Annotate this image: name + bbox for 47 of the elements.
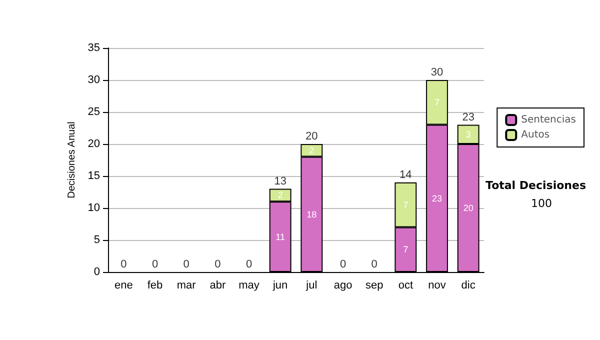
data-label: 18	[306, 209, 317, 220]
total-label: 23	[462, 111, 474, 124]
x-tick-label: oct	[398, 280, 414, 292]
data-label: 20	[463, 203, 474, 213]
x-tick-label: abr	[210, 280, 226, 292]
x-tick-label: feb	[147, 280, 163, 292]
x-tick-label: sep	[365, 280, 384, 292]
y-tick-label: 15	[88, 170, 100, 182]
data-label: 7	[434, 97, 440, 108]
y-axis-title: Decisiones Anual	[66, 122, 78, 198]
y-tick-label: 5	[94, 234, 100, 246]
y-tick-label: 20	[88, 138, 100, 150]
y-tick-label: 25	[88, 106, 100, 118]
total-label: 14	[400, 168, 412, 181]
x-tick-label: ene	[114, 280, 133, 292]
total-label: 0	[246, 258, 252, 270]
x-tick-label: ago	[334, 280, 352, 292]
data-label: 2	[278, 190, 283, 200]
x-tick-label: jul	[305, 280, 318, 292]
total-label: 30	[430, 66, 444, 78]
x-tick-label: mar	[176, 280, 196, 292]
x-tick-label: nov	[428, 280, 446, 292]
total-label: 0	[214, 258, 221, 270]
total-label: 13	[274, 175, 286, 188]
text: 100	[531, 197, 552, 210]
data-label: 11	[276, 232, 286, 242]
legend-label: Sentencias	[521, 114, 576, 126]
data-label: 23	[432, 193, 442, 204]
y-tick-label: 10	[88, 202, 100, 214]
text: Total Decisiones	[486, 179, 586, 192]
data-label: 7	[403, 244, 408, 255]
data-label: 7	[403, 200, 408, 210]
legend-label: Autos	[521, 130, 550, 140]
total-label: 0	[152, 258, 158, 270]
y-tick-label: 30	[88, 74, 100, 86]
total-label: 0	[371, 258, 378, 270]
y-tick-label: 35	[88, 42, 100, 54]
total-label: 20	[306, 130, 318, 142]
data-label: 2	[309, 145, 314, 156]
x-tick-label: may	[238, 280, 260, 292]
data-label: 3	[466, 129, 471, 140]
x-tick-label: dic	[461, 280, 476, 292]
total-label: 0	[120, 258, 127, 270]
y-tick-label: 0	[94, 266, 100, 278]
total-label: 0	[183, 258, 190, 270]
x-tick-label: jun	[272, 280, 288, 292]
total-label: 0	[340, 258, 346, 270]
